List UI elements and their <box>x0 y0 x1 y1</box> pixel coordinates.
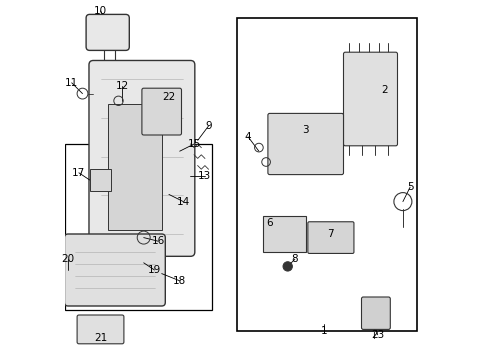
Bar <box>89 169 111 191</box>
Bar <box>262 216 305 252</box>
Text: 23: 23 <box>370 330 384 340</box>
Text: 2: 2 <box>381 85 387 95</box>
Text: 18: 18 <box>173 276 186 286</box>
Text: 6: 6 <box>266 218 272 228</box>
Text: 11: 11 <box>65 78 78 88</box>
Text: 19: 19 <box>147 265 161 275</box>
Text: 20: 20 <box>61 254 75 264</box>
Text: 14: 14 <box>176 197 189 207</box>
FancyBboxPatch shape <box>142 88 181 135</box>
FancyBboxPatch shape <box>77 315 123 344</box>
Text: 13: 13 <box>198 171 211 181</box>
Text: 17: 17 <box>72 168 85 178</box>
Text: 7: 7 <box>327 229 333 239</box>
Text: 8: 8 <box>291 254 298 264</box>
FancyBboxPatch shape <box>64 234 165 306</box>
Text: 21: 21 <box>94 333 107 343</box>
Circle shape <box>283 262 292 271</box>
Text: 9: 9 <box>205 121 211 131</box>
FancyBboxPatch shape <box>86 14 129 50</box>
Text: 22: 22 <box>162 92 175 102</box>
FancyBboxPatch shape <box>361 297 389 329</box>
Bar <box>237 18 416 331</box>
Text: 15: 15 <box>187 139 200 149</box>
Text: 16: 16 <box>151 236 164 246</box>
Bar <box>107 104 162 230</box>
Text: 10: 10 <box>94 6 107 16</box>
Text: 12: 12 <box>115 81 128 91</box>
Text: 4: 4 <box>244 132 251 142</box>
Text: 5: 5 <box>406 182 412 192</box>
FancyBboxPatch shape <box>267 113 343 175</box>
FancyBboxPatch shape <box>89 60 194 256</box>
FancyBboxPatch shape <box>307 222 353 253</box>
Bar <box>64 144 212 310</box>
Text: 1: 1 <box>320 326 326 336</box>
FancyBboxPatch shape <box>343 52 397 146</box>
Text: 3: 3 <box>302 125 308 135</box>
